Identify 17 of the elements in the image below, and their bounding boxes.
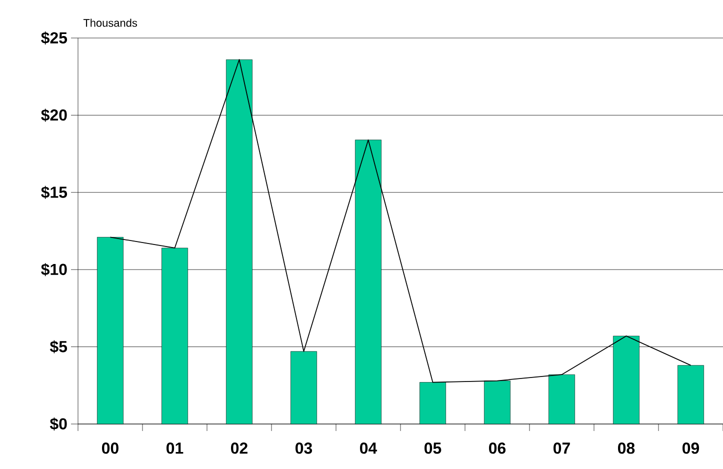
y-tick-label: $5	[50, 340, 68, 354]
y-tick-label: $15	[41, 186, 68, 199]
x-tick-label: 01	[166, 442, 184, 454]
x-tick-label: 04	[360, 442, 378, 454]
y-axis-title: Thousands	[83, 18, 138, 27]
y-tick-label: $0	[50, 417, 67, 431]
x-tick-label: 06	[489, 442, 506, 454]
x-tick-label: 02	[231, 442, 248, 454]
y-tick-label: $10	[41, 263, 67, 276]
x-tick-label: 05	[424, 442, 442, 454]
y-tick-label: $20	[41, 108, 67, 122]
x-tick-label: 07	[554, 442, 570, 454]
y-tick-label: $25	[41, 31, 68, 45]
x-tick-label: 08	[618, 442, 635, 454]
x-tick-label: 00	[102, 442, 118, 454]
x-tick-label: 09	[682, 442, 700, 454]
x-tick-label: 03	[296, 442, 312, 454]
